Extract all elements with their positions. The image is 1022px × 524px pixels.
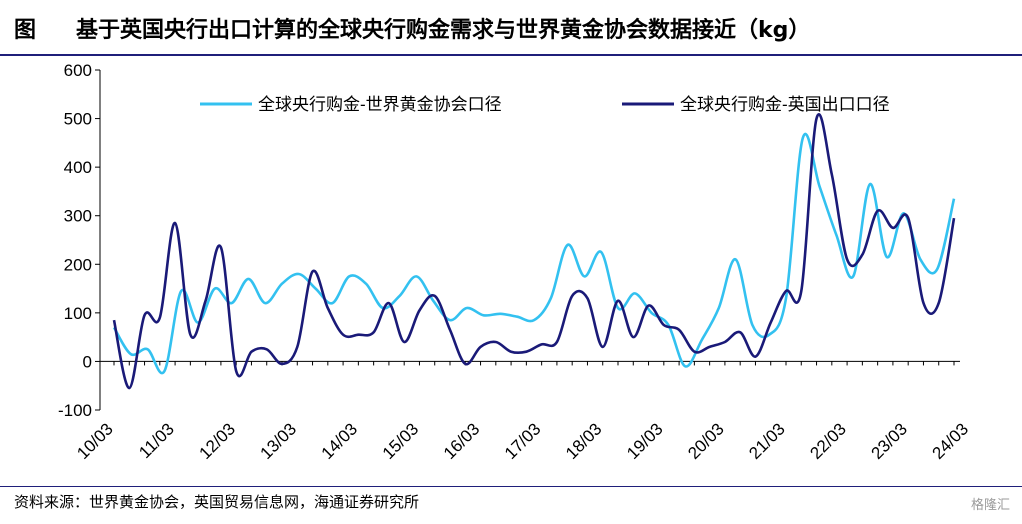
x-tick-label: 20/03: [684, 419, 728, 463]
x-tick-label: 24/03: [929, 419, 973, 463]
x-tick-label: 13/03: [257, 419, 301, 463]
series-line-uk-export: [112, 113, 956, 390]
y-tick-label: 300: [64, 207, 92, 226]
legend-label: 全球央行购金-世界黄金协会口径: [258, 95, 502, 114]
legend-label: 全球央行购金-英国出口口径: [680, 95, 890, 114]
x-tick-label: 12/03: [195, 419, 239, 463]
chart-series: [112, 113, 956, 390]
x-tick-label: 10/03: [73, 419, 117, 463]
y-tick-label: 0: [83, 352, 92, 371]
x-tick-label: 23/03: [867, 419, 911, 463]
y-tick-label: 400: [64, 158, 92, 177]
y-tick-label: 500: [64, 110, 92, 129]
figure-label: 图: [14, 18, 37, 43]
x-tick-label: 17/03: [501, 419, 545, 463]
x-tick-label: 15/03: [379, 419, 423, 463]
figure-title-bar: 图 基于英国央行出口计算的全球央行购金需求与世界黄金协会数据接近（kg）: [0, 0, 1022, 56]
chart-legend: 全球央行购金-世界黄金协会口径 全球央行购金-英国出口口径: [200, 95, 890, 114]
series-line-wgc: [112, 133, 956, 375]
y-tick-label: -100: [58, 401, 92, 420]
figure-title: 基于英国央行出口计算的全球央行购金需求与世界黄金协会数据接近（kg）: [76, 18, 811, 43]
chart-axes: -100 0 100 200 300 400 500 600 10/03 11/03 12/03 13…: [58, 61, 972, 463]
footer-divider: [0, 486, 1022, 487]
y-tick-label: 200: [64, 255, 92, 274]
watermark-logo: 格隆汇: [970, 498, 1010, 513]
line-chart: -100 0 100 200 300 400 500 600 10/03 11/03 12/03 13…: [58, 61, 972, 463]
y-tick-label: 600: [64, 61, 92, 80]
x-tick-label: 22/03: [806, 419, 850, 463]
x-tick-label: 14/03: [318, 419, 362, 463]
y-tick-label: 100: [64, 304, 92, 323]
x-tick-label: 21/03: [745, 419, 789, 463]
x-tick-label: 18/03: [562, 419, 606, 463]
x-tick-label: 16/03: [440, 419, 484, 463]
x-tick-label: 11/03: [135, 419, 178, 462]
source-note: 资料来源：世界黄金协会，英国贸易信息网，海通证券研究所: [14, 493, 420, 511]
x-tick-label: 19/03: [623, 419, 667, 463]
